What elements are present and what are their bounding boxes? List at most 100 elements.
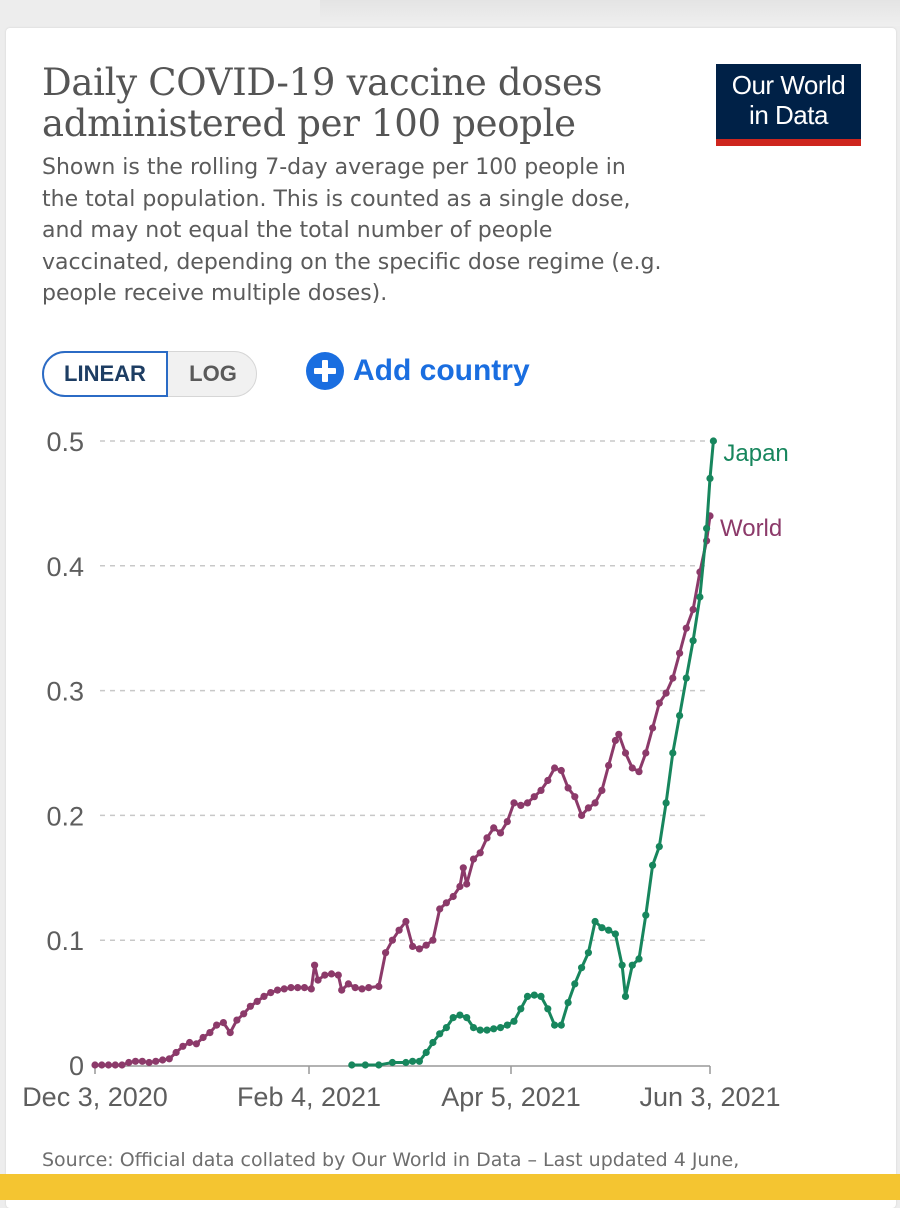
y-tick-label: 0.2 xyxy=(46,801,84,831)
owid-logo[interactable]: Our World in Data xyxy=(716,64,861,146)
world-data-point xyxy=(321,971,329,979)
world-data-point xyxy=(280,985,288,993)
world-data-point xyxy=(544,776,552,785)
japan-data-point xyxy=(605,926,613,934)
world-data-point xyxy=(199,1033,207,1042)
japan-data-point xyxy=(402,1058,410,1067)
world-data-point xyxy=(104,1061,113,1069)
japan-data-point xyxy=(584,949,593,957)
japan-data-point xyxy=(662,799,670,807)
japan-data-point xyxy=(523,992,532,1001)
japan-data-point xyxy=(361,1061,369,1069)
japan-data-point xyxy=(709,437,718,445)
world-data-point xyxy=(463,880,471,888)
world-data-point xyxy=(91,1061,99,1069)
world-data-point xyxy=(344,980,352,988)
world-data-point xyxy=(273,986,282,994)
world-data-point xyxy=(131,1057,140,1065)
world-data-point xyxy=(165,1055,173,1063)
world-data-point xyxy=(649,724,657,732)
world-data-point xyxy=(459,864,467,872)
logo-red-bar xyxy=(716,139,861,146)
japan-data-point xyxy=(476,1026,484,1034)
world-data-point xyxy=(267,989,275,997)
japan-line xyxy=(351,440,715,1067)
world-data-point xyxy=(351,984,359,992)
y-tick-label: 0 xyxy=(69,1051,84,1081)
source-note: Source: Official data collated by Our Wo… xyxy=(42,1149,740,1171)
world-data-point xyxy=(442,899,450,907)
world-data-point xyxy=(591,799,599,807)
scale-linear-button[interactable]: LINEAR xyxy=(42,351,168,397)
japan-data-point xyxy=(578,964,586,972)
world-data-point xyxy=(226,1029,234,1037)
world-data-point xyxy=(314,976,322,984)
scale-toggle: LINEAR LOG xyxy=(42,351,257,397)
world-data-point xyxy=(402,917,410,926)
world-data-point xyxy=(213,1021,221,1029)
world-data-point xyxy=(260,992,268,1001)
japan-data-point xyxy=(628,961,636,969)
japan-data-point xyxy=(703,524,711,533)
japan-data-point xyxy=(422,1048,430,1057)
japan-data-point xyxy=(689,637,697,645)
world-data-point xyxy=(365,984,373,992)
world-data-point xyxy=(307,985,315,993)
world-data-point xyxy=(564,784,572,792)
world-data-point xyxy=(449,892,457,901)
scale-log-button[interactable]: LOG xyxy=(189,361,237,386)
japan-data-point xyxy=(571,980,579,988)
japan-data-point xyxy=(655,843,663,851)
japan-data-point xyxy=(682,674,690,682)
japan-data-point xyxy=(510,1017,518,1025)
japan-data-point xyxy=(449,1014,457,1022)
world-data-point xyxy=(635,768,643,776)
world-series-label: World xyxy=(720,515,782,542)
japan-data-point xyxy=(557,1021,565,1029)
japan-data-point xyxy=(676,712,684,720)
japan-data-point xyxy=(348,1061,356,1069)
world-data-point xyxy=(253,997,261,1006)
world-data-point xyxy=(358,985,366,993)
world-data-point xyxy=(598,786,606,795)
japan-data-point xyxy=(564,999,572,1007)
japan-data-point xyxy=(517,1005,525,1013)
logo-line-2: in Data xyxy=(749,100,828,130)
world-data-point xyxy=(422,941,430,949)
y-tick-label: 0.4 xyxy=(46,552,84,582)
world-data-point xyxy=(496,829,505,837)
world-data-point xyxy=(327,970,336,978)
japan-data-point xyxy=(544,1005,552,1013)
world-data-point xyxy=(125,1058,133,1067)
world-data-point xyxy=(395,926,403,934)
world-data-point xyxy=(179,1042,187,1050)
japan-data-point xyxy=(442,1024,450,1032)
world-data-point xyxy=(669,674,677,682)
world-data-point xyxy=(186,1038,194,1047)
add-country-label: Add country xyxy=(353,354,530,387)
x-tick-label: Feb 4, 2021 xyxy=(237,1082,381,1112)
japan-data-point xyxy=(490,1025,498,1033)
world-data-point xyxy=(615,730,623,738)
world-data-point xyxy=(172,1048,180,1057)
world-data-point xyxy=(152,1057,160,1065)
world-data-point xyxy=(628,764,636,772)
japan-data-point xyxy=(483,1026,491,1034)
world-data-point xyxy=(517,801,525,810)
world-data-point xyxy=(605,761,613,770)
add-country-button[interactable]: Add country xyxy=(306,351,530,391)
japan-data-point xyxy=(436,1030,444,1038)
world-data-point xyxy=(409,942,417,951)
world-line xyxy=(95,515,712,1067)
world-data-point xyxy=(219,1019,227,1027)
world-data-point xyxy=(456,882,464,891)
japan-data-point xyxy=(696,593,704,601)
world-data-point xyxy=(611,736,620,745)
world-data-point xyxy=(510,799,518,807)
world-data-point xyxy=(551,764,559,772)
world-data-point xyxy=(469,855,478,863)
world-data-point xyxy=(145,1058,153,1067)
y-tick-label: 0.5 xyxy=(46,427,84,457)
japan-data-point xyxy=(706,474,714,482)
bottom-bar xyxy=(0,1174,900,1200)
